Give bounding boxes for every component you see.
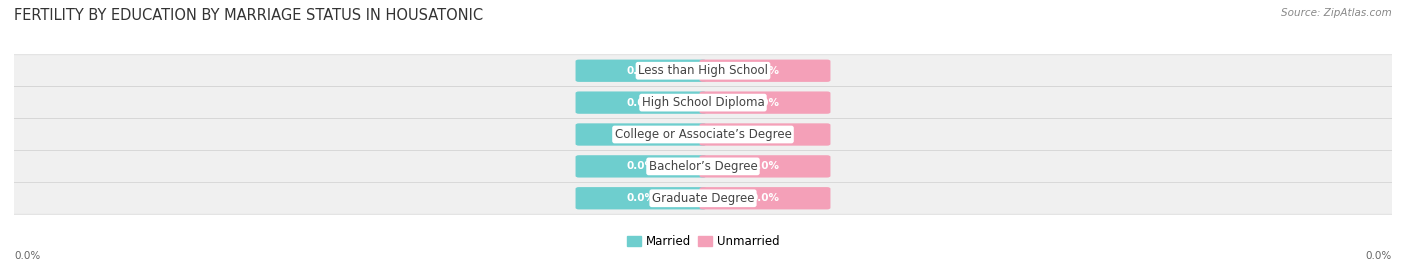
Legend: Married, Unmarried: Married, Unmarried [621,230,785,253]
Text: 0.0%: 0.0% [627,98,655,108]
FancyBboxPatch shape [700,91,831,114]
Text: Bachelor’s Degree: Bachelor’s Degree [648,160,758,173]
FancyBboxPatch shape [575,59,706,82]
FancyBboxPatch shape [6,182,1400,214]
FancyBboxPatch shape [575,123,706,146]
Text: Source: ZipAtlas.com: Source: ZipAtlas.com [1281,8,1392,18]
Text: High School Diploma: High School Diploma [641,96,765,109]
Text: FERTILITY BY EDUCATION BY MARRIAGE STATUS IN HOUSATONIC: FERTILITY BY EDUCATION BY MARRIAGE STATU… [14,8,484,23]
Text: 0.0%: 0.0% [1365,251,1392,261]
FancyBboxPatch shape [6,150,1400,182]
Text: 0.0%: 0.0% [627,193,655,203]
FancyBboxPatch shape [575,187,706,210]
FancyBboxPatch shape [700,187,831,210]
FancyBboxPatch shape [575,91,706,114]
Text: 0.0%: 0.0% [751,161,779,171]
FancyBboxPatch shape [6,119,1400,150]
FancyBboxPatch shape [6,87,1400,119]
Text: College or Associate’s Degree: College or Associate’s Degree [614,128,792,141]
Text: Graduate Degree: Graduate Degree [652,192,754,205]
Text: 0.0%: 0.0% [751,98,779,108]
FancyBboxPatch shape [700,59,831,82]
Text: 0.0%: 0.0% [627,66,655,76]
Text: Less than High School: Less than High School [638,64,768,77]
FancyBboxPatch shape [700,155,831,178]
Text: 0.0%: 0.0% [751,193,779,203]
FancyBboxPatch shape [700,123,831,146]
FancyBboxPatch shape [575,155,706,178]
Text: 0.0%: 0.0% [627,161,655,171]
Text: 0.0%: 0.0% [14,251,41,261]
Text: 0.0%: 0.0% [627,129,655,140]
FancyBboxPatch shape [6,55,1400,87]
Text: 0.0%: 0.0% [751,129,779,140]
Text: 0.0%: 0.0% [751,66,779,76]
